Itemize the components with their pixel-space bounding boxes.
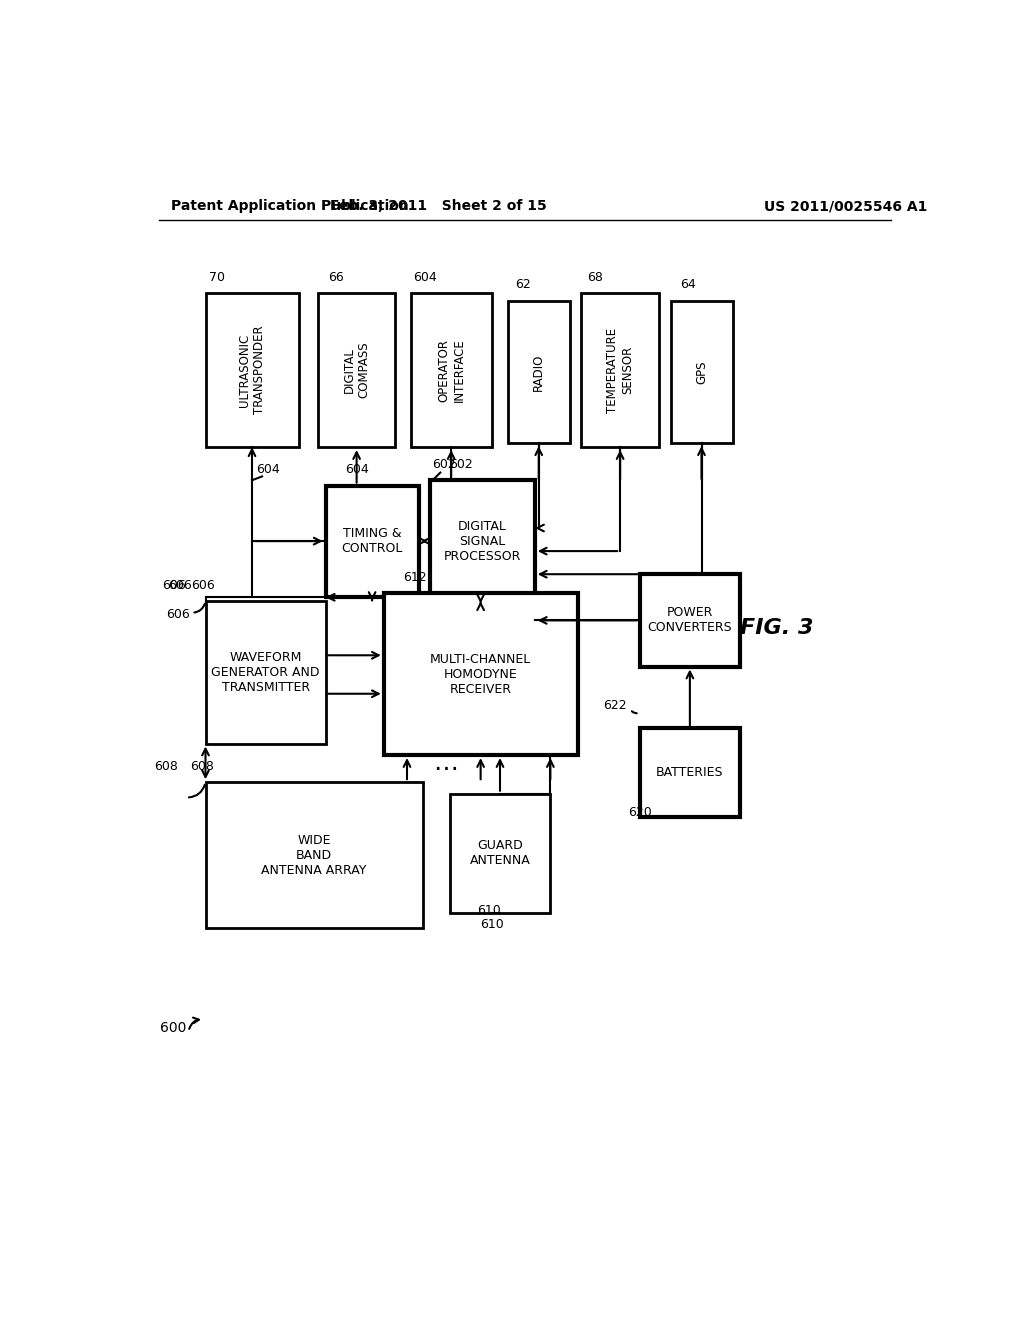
Bar — [640, 574, 740, 667]
Text: 606: 606 — [191, 579, 215, 591]
Text: 606: 606 — [163, 579, 186, 591]
Text: 612: 612 — [403, 572, 427, 585]
Bar — [430, 480, 535, 603]
Bar — [326, 486, 419, 597]
Text: TEMPERATURE
SENSOR: TEMPERATURE SENSOR — [606, 327, 634, 413]
Text: POWER
CONVERTERS: POWER CONVERTERS — [647, 606, 732, 635]
Text: Feb. 3, 2011   Sheet 2 of 15: Feb. 3, 2011 Sheet 2 of 15 — [330, 199, 547, 213]
Text: 604: 604 — [256, 463, 280, 477]
Bar — [640, 729, 740, 817]
Text: MULTI-CHANNEL
HOMODYNE
RECEIVER: MULTI-CHANNEL HOMODYNE RECEIVER — [430, 653, 531, 696]
Text: 70: 70 — [209, 271, 225, 284]
Text: OPERATOR
INTERFACE: OPERATOR INTERFACE — [437, 338, 466, 403]
Bar — [384, 594, 578, 755]
Text: 606: 606 — [168, 579, 191, 591]
Text: 62: 62 — [515, 277, 531, 290]
Text: 602: 602 — [432, 458, 457, 471]
Text: 64: 64 — [680, 277, 695, 290]
Text: 620: 620 — [628, 807, 651, 818]
Text: ⋯: ⋯ — [433, 756, 459, 781]
Text: US 2011/0025546 A1: US 2011/0025546 A1 — [764, 199, 927, 213]
Text: ULTRASONIC
TRANSPONDER: ULTRASONIC TRANSPONDER — [238, 326, 266, 414]
Text: 604: 604 — [414, 271, 437, 284]
Bar — [206, 781, 423, 928]
Text: DIGITAL
COMPASS: DIGITAL COMPASS — [343, 342, 371, 399]
Text: 604: 604 — [345, 463, 369, 477]
Text: BATTERIES: BATTERIES — [656, 766, 724, 779]
Bar — [206, 601, 326, 743]
Bar — [317, 293, 395, 447]
Text: WAVEFORM
GENERATOR AND
TRANSMITTER: WAVEFORM GENERATOR AND TRANSMITTER — [211, 651, 319, 694]
Text: DIGITAL
SIGNAL
PROCESSOR: DIGITAL SIGNAL PROCESSOR — [443, 520, 521, 564]
Bar — [206, 293, 299, 447]
Text: 610: 610 — [477, 904, 501, 917]
Bar — [411, 293, 493, 447]
Text: Patent Application Publication: Patent Application Publication — [171, 199, 409, 213]
Bar — [671, 301, 732, 444]
Text: 66: 66 — [328, 271, 344, 284]
Text: 606: 606 — [166, 607, 190, 620]
Bar — [450, 793, 550, 913]
Text: GUARD
ANTENNA: GUARD ANTENNA — [470, 840, 530, 867]
Text: 608: 608 — [190, 760, 214, 774]
Bar — [582, 293, 658, 447]
Text: TIMING &
CONTROL: TIMING & CONTROL — [341, 528, 402, 556]
Text: 600: 600 — [160, 1022, 186, 1035]
Bar — [508, 301, 569, 444]
Text: WIDE
BAND
ANTENNA ARRAY: WIDE BAND ANTENNA ARRAY — [261, 834, 367, 876]
Text: 610: 610 — [480, 917, 504, 931]
Text: 622: 622 — [603, 698, 627, 711]
Text: 68: 68 — [587, 271, 603, 284]
Text: RADIO: RADIO — [532, 354, 545, 391]
Text: 602: 602 — [450, 458, 473, 471]
Text: GPS: GPS — [695, 360, 708, 384]
Text: 608: 608 — [155, 760, 178, 774]
Text: FIG. 3: FIG. 3 — [740, 618, 814, 638]
